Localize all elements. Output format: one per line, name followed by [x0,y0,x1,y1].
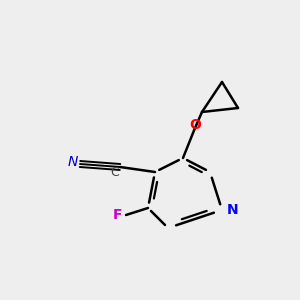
Text: F: F [113,208,123,222]
Text: N: N [227,203,239,217]
Text: O: O [189,118,201,132]
Text: N: N [68,155,78,169]
Text: C: C [111,166,119,178]
